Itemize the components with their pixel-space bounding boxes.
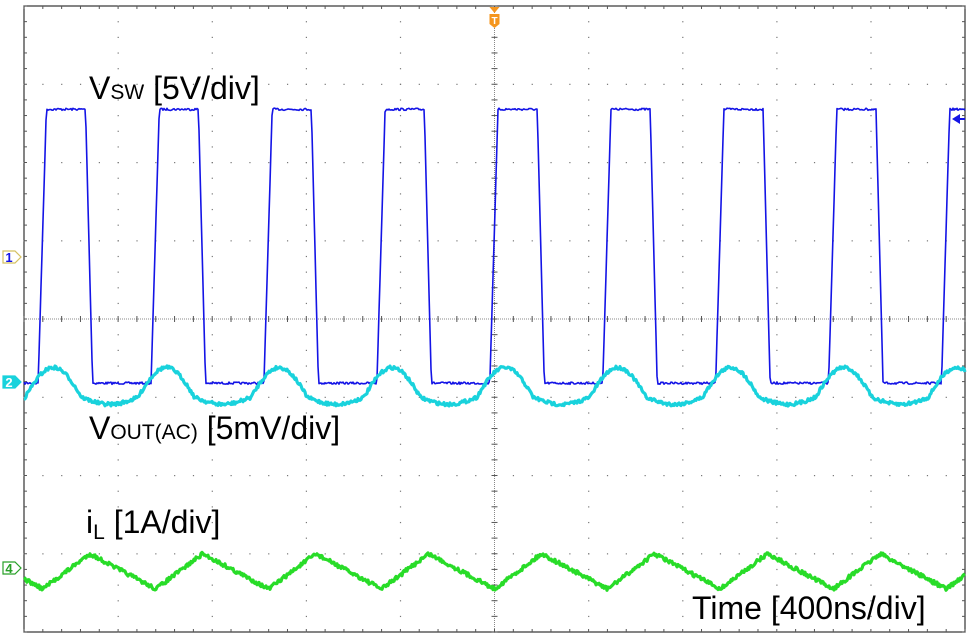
- svg-text:T: T: [491, 16, 497, 27]
- trace-vout-ac-: [23, 364, 967, 408]
- vout-label-sub: OUT(AC): [110, 421, 198, 444]
- channel-1-marker[interactable]: 1: [2, 250, 22, 265]
- il-label-scale: [1A/div]: [104, 504, 221, 540]
- svg-text:4: 4: [5, 561, 13, 576]
- il-label: iL [1A/div]: [86, 504, 221, 543]
- trace-il: [23, 550, 966, 592]
- channel-4-marker[interactable]: 4: [2, 561, 22, 576]
- trigger-marker[interactable]: T: [489, 7, 500, 28]
- il-label-sub: L: [93, 521, 105, 544]
- vsw-label: VSW [5V/div]: [89, 72, 260, 104]
- vout-label-scale: [5mV/div]: [197, 410, 341, 446]
- vout-label-main: V: [89, 410, 111, 446]
- vsw-label-sub: SW: [110, 81, 145, 104]
- graticule: [23, 5, 966, 633]
- il-label-main: i: [86, 504, 94, 540]
- trace-vsw: [23, 107, 966, 386]
- level-arrow-icon: [952, 114, 960, 124]
- time-scale-label: Time [400ns/div]: [692, 592, 926, 624]
- svg-text:2: 2: [5, 375, 12, 390]
- svg-text:1: 1: [5, 250, 12, 265]
- time-scale-text: Time [400ns/div]: [692, 590, 926, 626]
- waveform-traces: [23, 107, 967, 592]
- channel-2-marker[interactable]: 2: [2, 375, 22, 390]
- channel-markers: 1 2 4 T: [2, 7, 965, 576]
- vsw-label-main: V: [89, 70, 111, 106]
- vsw-label-scale: [5V/div]: [144, 70, 260, 106]
- vout-label: VOUT(AC) [5mV/div]: [89, 412, 340, 444]
